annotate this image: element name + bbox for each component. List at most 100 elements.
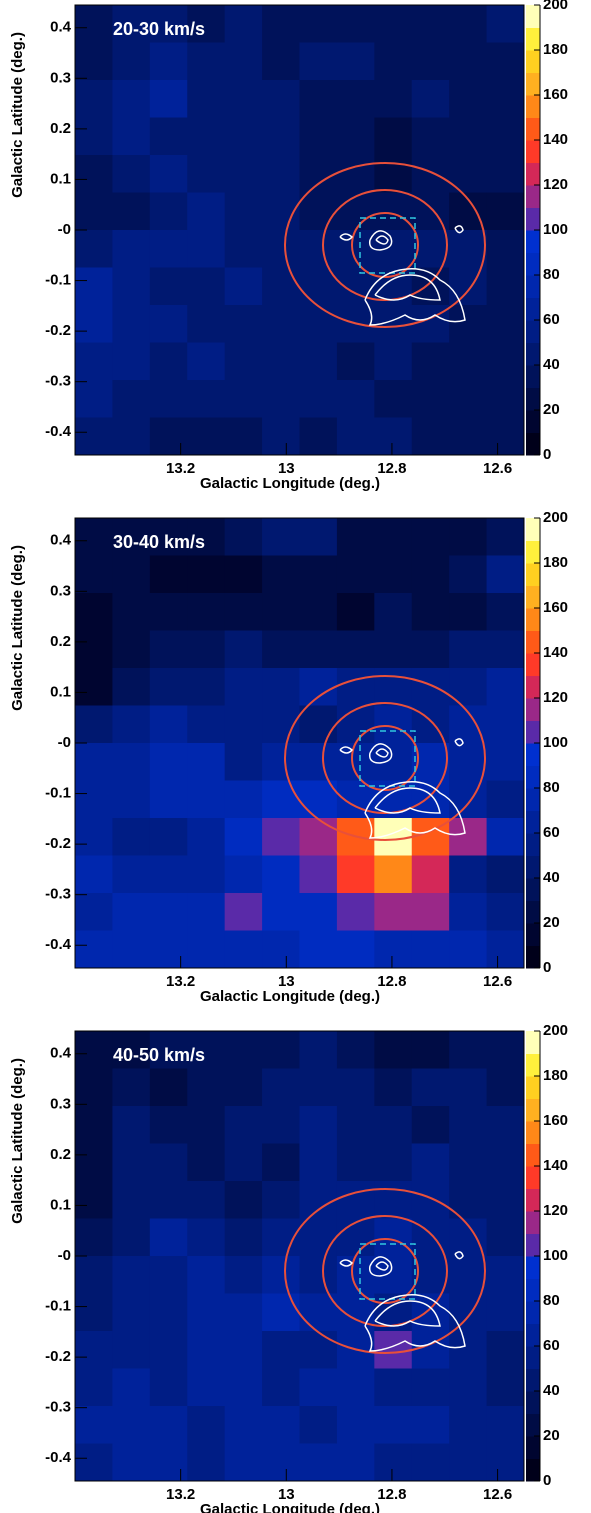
heatmap-cell [149,230,188,268]
y-tick-label: 0.1 [50,170,71,187]
colorbar-swatch [526,1278,540,1302]
y-tick-label: -0.1 [45,1298,71,1315]
heatmap-cell [299,1218,338,1257]
heatmap-cell [262,380,300,418]
heatmap-cell [224,743,263,781]
heatmap-cell [112,267,151,306]
y-tick-label: 0.2 [50,120,71,137]
colorbar-swatch [526,252,540,276]
heatmap-cell [149,1368,188,1407]
x-tick-label: 12.8 [377,460,406,477]
heatmap-cell [299,705,338,744]
colorbar-swatch [526,810,540,834]
heatmap-cell [262,593,300,631]
heatmap-cell [75,1368,113,1407]
heatmap-cell [299,230,338,268]
heatmap-cell [336,192,375,231]
heatmap-cell [187,518,226,556]
heatmap-cell [449,855,488,894]
y-tick-label: 0.2 [50,1146,71,1163]
heatmap-cell [149,1406,188,1444]
heatmap-cell [336,855,375,894]
tev-contour [322,189,448,301]
heatmap-cell [187,342,226,381]
heatmap-cell [149,5,188,43]
heatmap-cell [299,930,338,969]
colorbar-tick-label: 20 [543,914,560,931]
heatmap-cell [486,1068,525,1107]
region-box [359,730,416,787]
heatmap-cell [262,1406,300,1444]
heatmap-cell [299,668,338,706]
tev-contour [322,702,448,814]
colorbar-swatch [526,1323,540,1347]
heatmap-cell [411,1143,450,1182]
heatmap-cell [449,42,488,81]
colorbar-swatch [526,1301,540,1324]
heatmap-cell [262,893,300,931]
heatmap-cell [187,818,226,856]
heatmap-cell [299,342,338,381]
heatmap-cell [486,42,525,81]
heatmap-cell [336,230,375,268]
heatmap-cell [449,1331,488,1369]
colorbar-swatch [526,1211,540,1234]
heatmap-cell [224,780,263,819]
heatmap-cell [224,1218,263,1257]
heatmap-cell [336,518,375,556]
colorbar-tick-label: 160 [543,86,568,103]
colorbar-swatch [526,1188,540,1212]
heatmap-cell [75,305,113,343]
heatmap-cell [187,5,226,43]
heatmap-cell [224,705,263,744]
heatmap-cell [187,1256,226,1294]
heatmap-cell [75,1106,113,1144]
heatmap-cell [336,930,375,969]
heatmap-cell [411,518,450,556]
heatmap-cell [187,80,226,118]
x-tick-label: 13 [278,460,295,477]
emission-contour [454,1251,464,1260]
heatmap-cell [486,1406,525,1444]
panel-title: 40-50 km/s [113,1045,205,1065]
heatmap-cell [112,668,151,706]
colorbar-swatch [526,1368,540,1392]
colorbar-tick-label: 140 [543,644,568,661]
heatmap-cell [449,818,488,856]
colorbar-swatch [526,1076,540,1099]
x-tick-label: 12.6 [483,1486,512,1503]
colorbar-swatch [526,5,540,28]
y-tick-label: 0.3 [50,69,71,86]
x-axis-label: Galactic Longitude (deg.) [200,988,380,1005]
colorbar-swatch [526,320,540,343]
heatmap-cell [75,668,113,706]
colorbar-tick-label: 200 [543,1022,568,1039]
heatmap-cell [112,893,151,931]
y-tick-label: -0.3 [45,886,71,903]
heatmap-cell [224,417,263,456]
colorbar-swatch [526,50,540,73]
heatmap-cell [149,342,188,381]
heatmap-cell [149,555,188,594]
heatmap-cell [224,1106,263,1144]
heatmap-cell [449,230,488,268]
x-tick-label: 13.2 [166,973,195,990]
heatmap-cell [112,1218,151,1257]
heatmap-cell [336,555,375,594]
heatmap-cell [411,630,450,669]
heatmap-cell [75,1256,113,1294]
heatmap-cell [336,743,375,781]
colorbar-swatch [526,518,540,541]
emission-contour [375,748,389,758]
heatmap-cell [486,1218,525,1257]
heatmap-cell [486,518,525,556]
heatmap-cell [187,117,226,156]
heatmap-cell [75,518,113,556]
heatmap-cell [187,1143,226,1182]
heatmap-cell [262,1068,300,1107]
heatmap-cell [486,192,525,231]
colorbar-swatch [526,387,540,411]
heatmap-cell [75,1293,113,1332]
y-tick-label: -0.1 [45,272,71,289]
colorbar-tick-label: 80 [543,266,560,283]
